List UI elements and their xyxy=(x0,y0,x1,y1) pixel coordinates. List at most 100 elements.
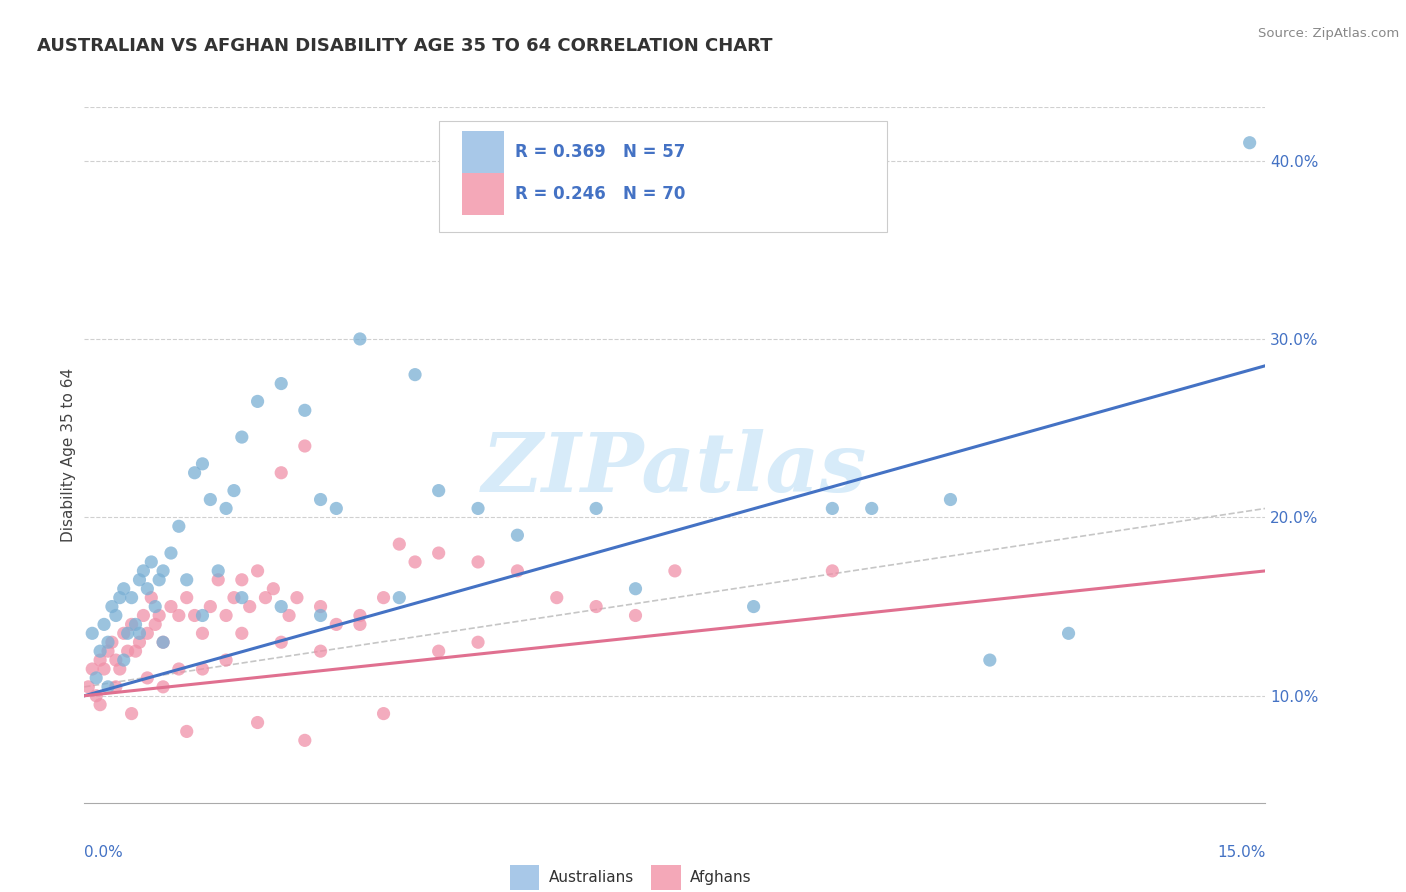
Bar xyxy=(463,131,503,173)
Point xyxy=(585,501,607,516)
Text: 0.0%: 0.0% xyxy=(84,845,124,860)
Point xyxy=(231,430,253,444)
Point xyxy=(388,591,411,605)
Point xyxy=(624,608,647,623)
Point xyxy=(101,635,124,649)
Point xyxy=(152,635,174,649)
Point xyxy=(124,644,146,658)
Point xyxy=(200,599,222,614)
Point xyxy=(821,564,844,578)
Point xyxy=(152,564,174,578)
Point xyxy=(207,573,229,587)
Point xyxy=(89,644,111,658)
Point xyxy=(270,466,292,480)
Point xyxy=(89,653,111,667)
Point xyxy=(215,608,238,623)
Point xyxy=(160,546,183,560)
Point xyxy=(1239,136,1261,150)
Point xyxy=(167,608,190,623)
Point xyxy=(246,564,269,578)
Point xyxy=(349,608,371,623)
Point xyxy=(176,591,198,605)
Point xyxy=(309,492,332,507)
Point xyxy=(262,582,284,596)
Point xyxy=(506,528,529,542)
Point xyxy=(89,698,111,712)
Point xyxy=(246,394,269,409)
Point xyxy=(124,617,146,632)
Point xyxy=(143,617,166,632)
Point xyxy=(117,626,139,640)
Point xyxy=(167,519,190,533)
Point xyxy=(231,573,253,587)
Point xyxy=(821,501,844,516)
Point xyxy=(191,626,214,640)
Point xyxy=(104,608,127,623)
Point xyxy=(200,492,222,507)
Point xyxy=(585,599,607,614)
Point xyxy=(132,608,155,623)
Point xyxy=(136,582,159,596)
Point xyxy=(93,617,115,632)
Point xyxy=(121,591,143,605)
Point xyxy=(112,653,135,667)
Text: R = 0.246   N = 70: R = 0.246 N = 70 xyxy=(516,185,686,203)
Point xyxy=(309,599,332,614)
Point xyxy=(132,564,155,578)
Point xyxy=(84,671,107,685)
Point xyxy=(373,591,395,605)
Point xyxy=(427,644,450,658)
Point xyxy=(97,635,120,649)
Point xyxy=(270,599,292,614)
Point xyxy=(467,635,489,649)
Point xyxy=(176,573,198,587)
Text: Source: ZipAtlas.com: Source: ZipAtlas.com xyxy=(1258,27,1399,40)
Point xyxy=(325,501,347,516)
Point xyxy=(82,662,104,676)
Bar xyxy=(509,865,538,890)
Point xyxy=(141,555,163,569)
Point xyxy=(121,706,143,721)
Point xyxy=(624,582,647,596)
Point xyxy=(294,733,316,747)
Point xyxy=(373,706,395,721)
Point xyxy=(294,403,316,417)
Point xyxy=(141,591,163,605)
Point xyxy=(215,653,238,667)
Point xyxy=(191,662,214,676)
Point xyxy=(664,564,686,578)
Point xyxy=(128,573,150,587)
Point xyxy=(97,644,120,658)
Point xyxy=(183,466,205,480)
Point xyxy=(1057,626,1080,640)
Point xyxy=(285,591,308,605)
Point xyxy=(152,635,174,649)
Point xyxy=(84,689,107,703)
Point xyxy=(467,555,489,569)
Point xyxy=(349,617,371,632)
Text: Afghans: Afghans xyxy=(690,871,752,886)
Point xyxy=(160,599,183,614)
Text: R = 0.369   N = 57: R = 0.369 N = 57 xyxy=(516,144,686,161)
Point xyxy=(939,492,962,507)
Point xyxy=(176,724,198,739)
Point xyxy=(77,680,100,694)
Point xyxy=(546,591,568,605)
Point xyxy=(222,591,245,605)
Point xyxy=(207,564,229,578)
Point xyxy=(404,368,426,382)
Point xyxy=(349,332,371,346)
Point xyxy=(152,680,174,694)
Point xyxy=(101,599,124,614)
Point xyxy=(112,582,135,596)
Point xyxy=(143,599,166,614)
Bar xyxy=(463,173,503,215)
Text: AUSTRALIAN VS AFGHAN DISABILITY AGE 35 TO 64 CORRELATION CHART: AUSTRALIAN VS AFGHAN DISABILITY AGE 35 T… xyxy=(37,37,773,55)
Point xyxy=(108,662,131,676)
Point xyxy=(278,608,301,623)
Point xyxy=(231,591,253,605)
Y-axis label: Disability Age 35 to 64: Disability Age 35 to 64 xyxy=(60,368,76,542)
Point xyxy=(388,537,411,551)
Point xyxy=(860,501,883,516)
Point xyxy=(222,483,245,498)
